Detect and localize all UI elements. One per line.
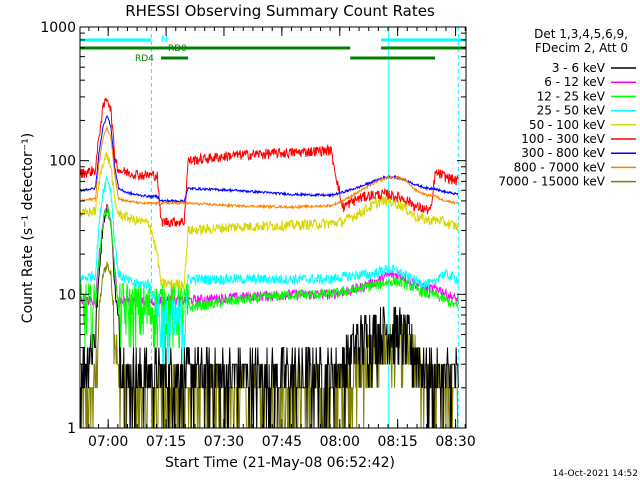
x-tick-label-0700: 07:00 [88, 434, 128, 450]
series-line-50-100-keV [80, 152, 459, 291]
x-tick-label-0800: 08:00 [320, 434, 360, 450]
series-group [80, 97, 459, 428]
legend-header-1: FDecim 2, Att 0 [535, 41, 628, 55]
flag-label-N: N [161, 35, 168, 45]
legend: Det 1,3,4,5,6,9,FDecim 2, Att 0 3 - 6 keV… [498, 27, 636, 189]
footer-timestamp: 14-Oct-2021 14:52 [553, 469, 638, 479]
y-tick-label-10: 10 [58, 287, 76, 303]
y-tick-label-1000: 1000 [40, 20, 76, 36]
plot-frame [79, 26, 467, 429]
x-axis-label: Start Time (21-May-08 06:52:42) [165, 455, 395, 471]
y-tick-label-1: 1 [67, 421, 76, 437]
y-axis-label: Count Rate (s⁻¹ detector⁻¹) [20, 133, 36, 323]
legend-header-0: Det 1,3,4,5,6,9, [534, 27, 628, 41]
legend-label-7000-15000-keV: 7000 - 15000 keV [498, 175, 605, 189]
x-tick-label-0745: 07:45 [262, 434, 302, 450]
series-line-300-800-keV [80, 114, 459, 204]
x-tick-label-0715: 07:15 [146, 434, 186, 450]
x-tick-label-0830: 08:30 [435, 434, 475, 450]
x-tick-label-0730: 07:30 [204, 434, 244, 450]
legend-label-800-7000-keV: 800 - 7000 keV [514, 160, 606, 174]
x-tick-label-0815: 08:15 [377, 434, 417, 450]
series-line-12-25-keV [80, 205, 459, 348]
legend-label-100-300-keV: 100 - 300 keV [521, 132, 605, 146]
chart-title: RHESSI Observing Summary Count Rates [125, 2, 435, 20]
legend-label-3-6-keV: 3 - 6 keV [552, 61, 606, 75]
y-tick-label-100: 100 [49, 154, 76, 170]
series-line-25-50-keV [80, 175, 459, 365]
series-line-3-6-keV [80, 204, 459, 428]
flag-label-RD4: RD4 [135, 54, 154, 64]
series-line-800-7000-keV [80, 125, 459, 210]
legend-label-12-25-keV: 12 - 25 keV [537, 89, 606, 103]
series-line-100-300-keV [80, 97, 459, 228]
flag-label-RD0: RD0 [168, 44, 187, 54]
legend-label-50-100-keV: 50 - 100 keV [529, 118, 606, 132]
legend-label-6-12-keV: 6 - 12 keV [544, 75, 606, 89]
legend-label-300-800-keV: 300 - 800 keV [521, 146, 605, 160]
legend-label-25-50-keV: 25 - 50 keV [537, 104, 606, 118]
